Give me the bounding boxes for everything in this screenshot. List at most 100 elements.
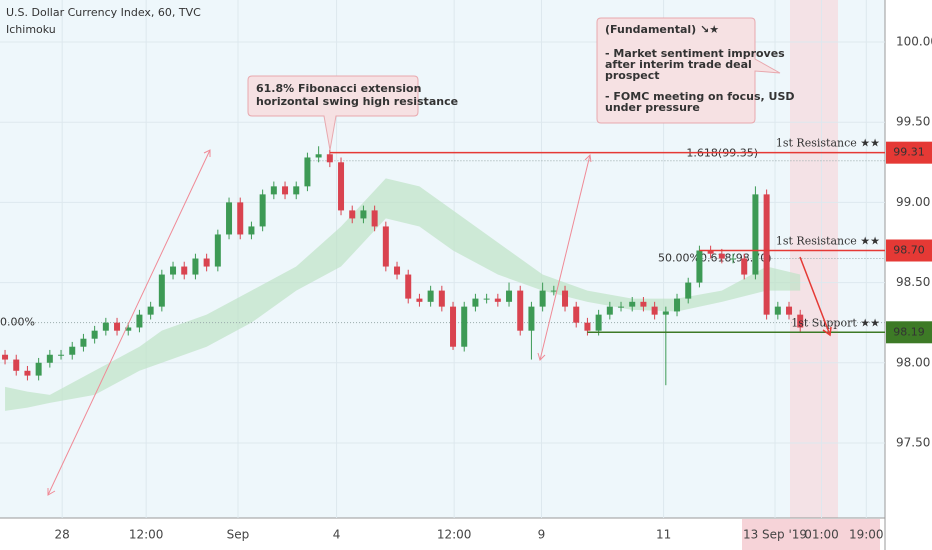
candle-body xyxy=(293,186,300,195)
candle-body xyxy=(438,290,445,307)
candle-body xyxy=(360,210,367,219)
callout-text: prospect xyxy=(605,69,660,82)
candle-body xyxy=(718,253,725,259)
indicator-name: Ichimoku xyxy=(6,23,56,36)
candle-body xyxy=(270,186,277,195)
level-label: 1st Support ★★ xyxy=(791,316,880,329)
drawings xyxy=(47,149,832,496)
callout-box xyxy=(247,75,419,151)
candle-body xyxy=(539,290,546,307)
candle-body xyxy=(461,306,468,347)
x-tick-label: 4 xyxy=(333,528,341,542)
candle-body xyxy=(80,338,87,347)
candle-body xyxy=(730,258,737,260)
chart-title: U.S. Dollar Currency Index, 60, TVC xyxy=(6,6,201,19)
candle-body xyxy=(472,298,479,307)
fib-label: 50.00% xyxy=(658,252,700,265)
candle-body xyxy=(69,346,76,355)
x-tick-label: 28 xyxy=(55,528,70,542)
price-tag-label: 98.19 xyxy=(893,325,925,338)
candle-body xyxy=(35,362,42,376)
candle-body xyxy=(114,322,121,331)
candle-body xyxy=(786,306,793,315)
candle-body xyxy=(91,330,98,339)
fib-label: 0.00% xyxy=(0,316,35,329)
x-tick-label: 13 Sep '19 xyxy=(743,528,807,542)
candle-body xyxy=(102,322,109,331)
candle-body xyxy=(763,194,770,315)
candle-body xyxy=(640,301,647,307)
candle-body xyxy=(226,202,233,235)
callout-text: (Fundamental) ↘★ xyxy=(605,23,719,36)
y-tick-label: 99.00 xyxy=(896,195,930,209)
candle-body xyxy=(382,226,389,267)
arrow-head xyxy=(822,326,832,337)
candle-body xyxy=(394,266,401,275)
candle-body xyxy=(741,258,748,275)
candle-body xyxy=(774,306,781,315)
candle-body xyxy=(192,258,199,275)
candle-body xyxy=(13,359,20,371)
candle-body xyxy=(136,314,143,328)
candle-body xyxy=(651,306,658,315)
price-tag xyxy=(886,141,932,164)
candle-body xyxy=(214,234,221,267)
candle-body xyxy=(685,282,692,299)
level-label: 1st Resistance ★★ xyxy=(776,137,880,150)
candle-body xyxy=(696,250,703,283)
candle-body xyxy=(674,298,681,312)
time-highlight xyxy=(742,519,880,550)
candle-body xyxy=(248,226,255,235)
candle-body xyxy=(125,327,132,331)
price-tag xyxy=(886,321,932,344)
y-tick-label: 98.50 xyxy=(896,275,930,289)
candle-body xyxy=(46,354,53,363)
arrow xyxy=(47,149,211,496)
candle-body xyxy=(371,210,378,227)
arrow-head xyxy=(203,149,211,157)
callout-box xyxy=(596,17,781,124)
candle-body xyxy=(304,157,311,187)
candle-body xyxy=(170,266,177,275)
candle-body xyxy=(707,250,714,254)
arrow-head xyxy=(584,153,592,163)
candle-body xyxy=(2,354,9,360)
candle-body xyxy=(282,186,289,195)
price-tag-label: 99.31 xyxy=(893,146,925,159)
candle-body xyxy=(181,266,188,275)
callout-text: horizontal swing high resistance xyxy=(256,95,458,108)
x-tick-label: 19:00 xyxy=(849,528,884,542)
candle-body xyxy=(58,354,65,356)
candle-body xyxy=(550,290,557,292)
x-tick-label: Sep xyxy=(227,528,250,542)
price-tag xyxy=(886,239,932,262)
x-tick-label: 12:00 xyxy=(437,528,472,542)
callout-text: - Market sentiment improves xyxy=(605,47,785,60)
callout-text: 61.8% Fibonacci extension xyxy=(256,82,421,95)
candle-body xyxy=(662,311,669,315)
x-tick-label: 12:00 xyxy=(129,528,164,542)
candle-body xyxy=(752,194,759,275)
candle-body xyxy=(24,370,31,376)
x-tick-label: 9 xyxy=(538,528,546,542)
candle-body xyxy=(517,290,524,331)
callout-text: - FOMC meeting on focus, USD xyxy=(605,90,795,103)
price-tag-label: 98.70 xyxy=(893,244,925,257)
candle-body xyxy=(326,154,333,163)
candle-body xyxy=(427,290,434,302)
candle-body xyxy=(528,306,535,331)
arrow xyxy=(799,256,831,336)
candle-body xyxy=(349,210,356,219)
candle-body xyxy=(506,290,513,302)
ichimoku-cloud xyxy=(5,178,801,411)
layer: 1.618(99.35)0.618(98.70)50.00%0.00%1st R… xyxy=(0,0,885,518)
candle-body xyxy=(595,314,602,331)
y-tick-label: 100.00 xyxy=(896,35,932,49)
candle-body xyxy=(338,162,345,211)
candle-body xyxy=(584,322,591,331)
callout-text: under pressure xyxy=(605,101,700,114)
candle-body xyxy=(562,290,569,307)
x-tick-label: 11 xyxy=(656,528,671,542)
candle-body xyxy=(315,154,322,158)
